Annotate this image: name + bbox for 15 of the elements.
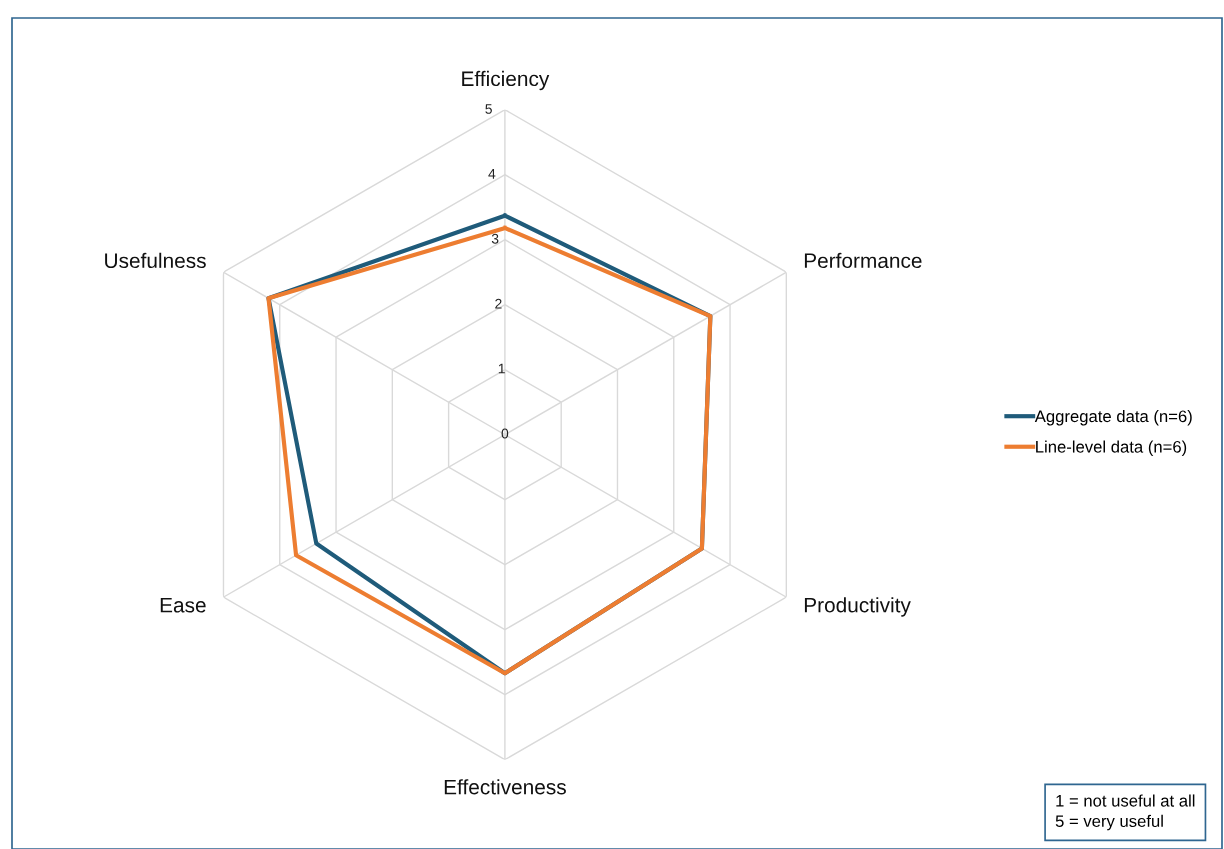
text: 1 = not useful at all 5 = very useful (1055, 794, 1195, 831)
spoke-label: Productivity (804, 597, 911, 617)
legend-label: Line-level data (n=6) (1036, 440, 1187, 457)
spoke-label: Efficiency (462, 70, 550, 91)
y-tick-label: 1 (498, 363, 505, 374)
y-tick-label: 3 (491, 233, 499, 244)
y-tick-label: 2 (495, 298, 502, 309)
y-tick-label: 4 (488, 169, 496, 179)
spoke-label: Performance (804, 252, 922, 269)
y-tick-label: 5 (485, 104, 492, 114)
spoke-label: Usefulness (105, 252, 206, 269)
spoke-label: Ease (160, 597, 206, 613)
y-tick-label: 0 (501, 428, 509, 439)
spoke-label: Effectiveness (444, 779, 566, 795)
legend-label: Aggregate data (n=6) (1034, 409, 1192, 426)
